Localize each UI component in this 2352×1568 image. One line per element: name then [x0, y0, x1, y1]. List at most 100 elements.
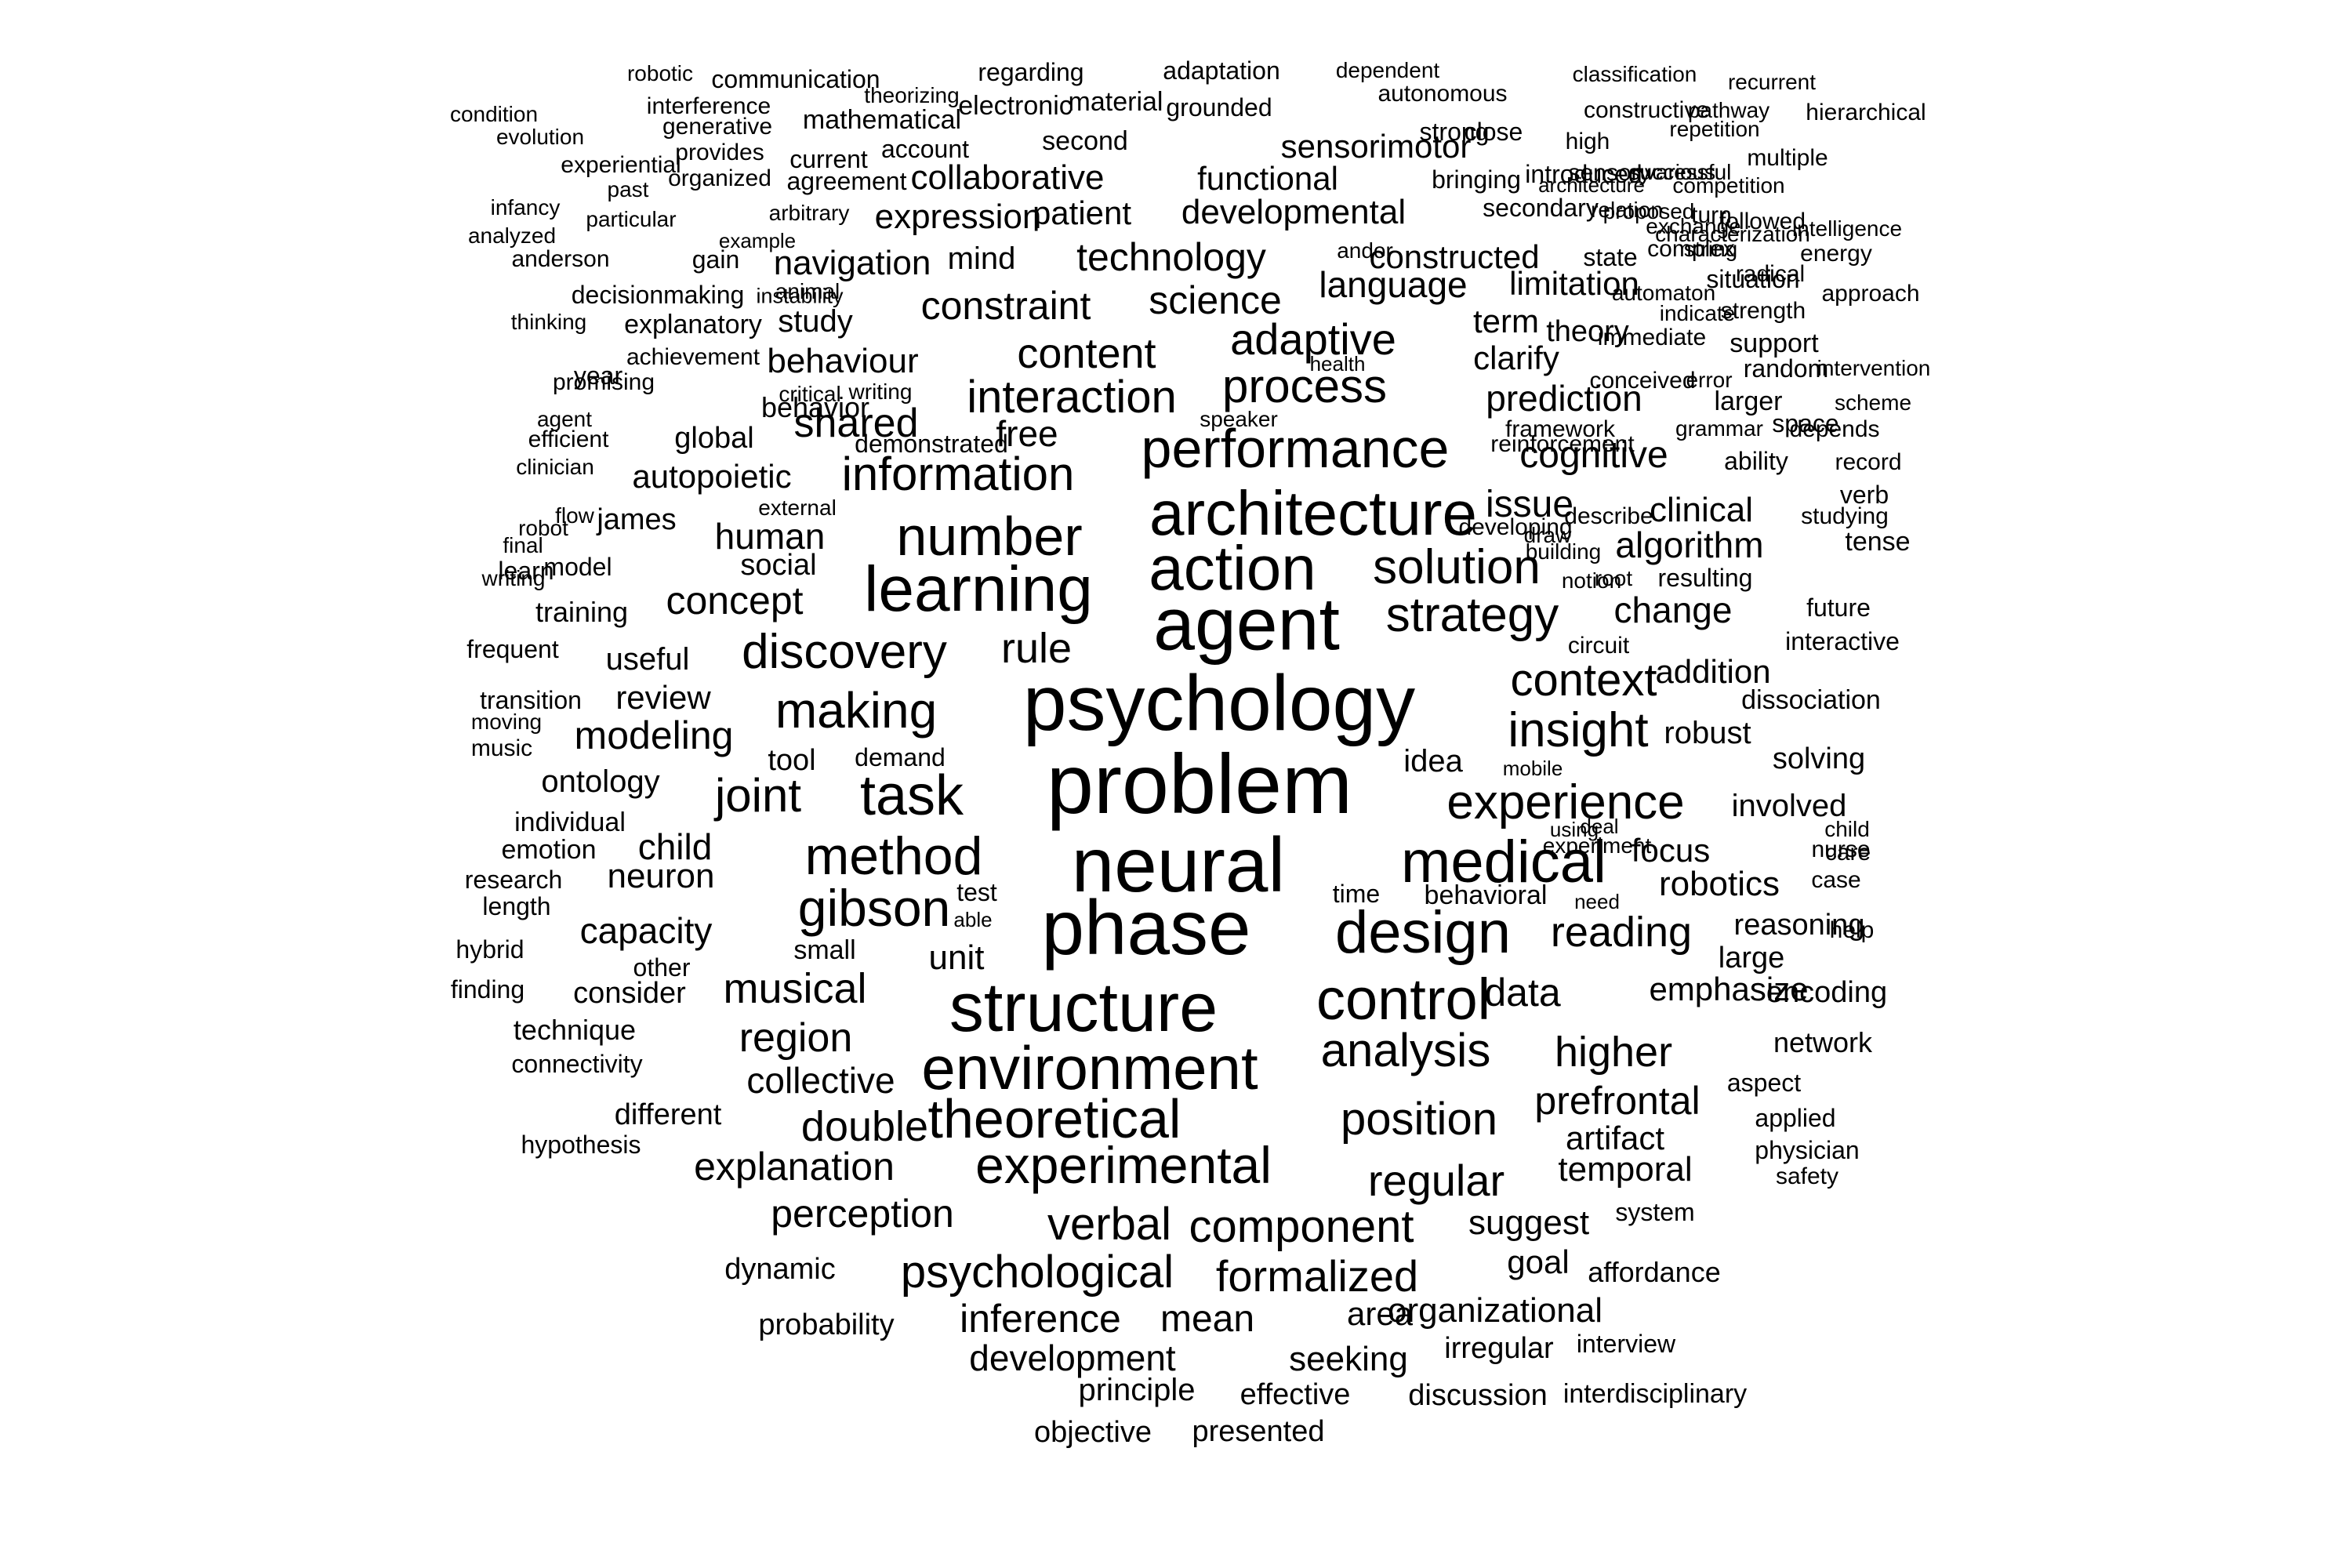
word-science: science: [1149, 278, 1282, 322]
word-interaction: interaction: [967, 372, 1177, 423]
word-strong: strong: [1419, 118, 1490, 146]
word-provides: provides: [675, 140, 764, 165]
word-prediction: prediction: [1486, 378, 1642, 419]
word-large: large: [1718, 942, 1785, 975]
word-objective: objective: [1034, 1416, 1152, 1449]
word-gibson: gibson: [797, 879, 951, 937]
word-moving: moving: [470, 710, 543, 734]
word-task: task: [859, 764, 964, 827]
word-building: building: [1525, 539, 1602, 564]
word-adaptation: adaptation: [1163, 56, 1280, 85]
word-aspect: aspect: [1726, 1069, 1802, 1097]
word-multiple: multiple: [1747, 145, 1828, 171]
word-joint: joint: [714, 769, 802, 822]
word-various: various: [1644, 160, 1716, 184]
word-autopoietic: autopoietic: [632, 458, 792, 495]
word-draw: draw: [1523, 523, 1572, 547]
word-interview: interview: [1576, 1330, 1676, 1358]
word-classification: classification: [1572, 62, 1697, 86]
word-expression: expression: [874, 198, 1042, 236]
word-performance: performance: [1141, 418, 1450, 479]
word-hierarchical: hierarchical: [1806, 100, 1926, 125]
word-turn: turn: [1691, 202, 1732, 228]
word-condition: condition: [449, 102, 539, 126]
word-child: child: [637, 826, 713, 867]
word-social: social: [740, 549, 817, 582]
word-limitation: limitation: [1509, 265, 1639, 302]
word-hypothesis: hypothesis: [521, 1131, 641, 1159]
word-hybrid: hybrid: [456, 935, 524, 964]
word-depends: depends: [1789, 416, 1880, 442]
word-mean: mean: [1160, 1298, 1255, 1340]
word-research: research: [464, 866, 563, 894]
word-higher: higher: [1554, 1029, 1673, 1076]
word-behavioral: behavioral: [1424, 880, 1548, 910]
word-competition: competition: [1672, 173, 1785, 198]
word-solution: solution: [1373, 540, 1541, 594]
word-need: need: [1574, 890, 1620, 913]
word-change: change: [1613, 590, 1733, 630]
word-instability: instability: [756, 284, 844, 308]
word-emphasize: emphasize: [1649, 971, 1809, 1007]
word-using: using: [1549, 818, 1599, 841]
word-frequent: frequent: [466, 635, 559, 663]
word-control: control: [1316, 967, 1491, 1032]
word-psychological: psychological: [900, 1247, 1174, 1298]
word-explanatory: explanatory: [624, 310, 762, 339]
word-free: free: [996, 413, 1058, 454]
word-gain: gain: [691, 245, 740, 274]
word-irregular: irregular: [1444, 1332, 1554, 1365]
word-larger: larger: [1714, 387, 1783, 416]
word-encoding: encoding: [1766, 976, 1888, 1009]
word-reinforcement: reinforcement: [1490, 431, 1635, 457]
word-child: child: [1824, 817, 1870, 841]
word-test: test: [956, 878, 997, 906]
word-solving: solving: [1772, 742, 1866, 775]
word-writing: writing: [481, 566, 546, 590]
word-problem: problem: [1046, 736, 1353, 831]
word-indicate: indicate: [1659, 301, 1736, 325]
word-record: record: [1835, 449, 1902, 475]
word-promising: promising: [552, 369, 655, 395]
word-regarding: regarding: [978, 58, 1084, 86]
word-cognitive: cognitive: [1519, 434, 1668, 476]
word-ability: ability: [1724, 447, 1788, 475]
word-architecture: architecture: [1538, 173, 1645, 197]
word-arbitrary: arbitrary: [768, 201, 850, 225]
word-energy: energy: [1800, 241, 1872, 267]
word-intelligence: intelligence: [1791, 216, 1903, 241]
word-repetition: repetition: [1669, 117, 1760, 141]
word-dynamic: dynamic: [724, 1253, 836, 1286]
word-verb: verb: [1839, 481, 1889, 509]
word-temporal: temporal: [1558, 1150, 1693, 1189]
word-robotics: robotics: [1658, 865, 1780, 903]
word-andor: andor: [1337, 238, 1393, 263]
word-interactive: interactive: [1785, 627, 1900, 655]
word-evolution: evolution: [495, 125, 585, 149]
word-close: close: [1464, 118, 1523, 146]
word-tool: tool: [768, 744, 816, 777]
word-efficient: efficient: [528, 426, 609, 452]
word-thinking: thinking: [510, 310, 587, 334]
word-complex: complex: [1647, 236, 1735, 262]
word-insight: insight: [1508, 703, 1649, 757]
word-inference: inference: [960, 1297, 1121, 1341]
word-clinician: clinician: [516, 455, 594, 479]
word-discussion: discussion: [1408, 1379, 1548, 1412]
word-introduced: introduced: [1525, 160, 1642, 188]
word-neural: neural: [1071, 822, 1286, 908]
word-infancy: infancy: [490, 195, 561, 220]
word-agent: agent: [1153, 583, 1340, 666]
word-human: human: [714, 516, 826, 557]
word-different: different: [614, 1098, 722, 1131]
word-medical: medical: [1401, 829, 1606, 895]
word-bringing: bringing: [1432, 165, 1521, 194]
word-exchange: exchange: [1646, 214, 1741, 238]
word-high: high: [1565, 129, 1610, 154]
word-behaviour: behaviour: [767, 342, 919, 380]
word-circuit: circuit: [1567, 633, 1630, 659]
word-navigation: navigation: [773, 244, 931, 282]
word-describe: describe: [1564, 503, 1653, 529]
word-unit: unit: [928, 938, 985, 977]
